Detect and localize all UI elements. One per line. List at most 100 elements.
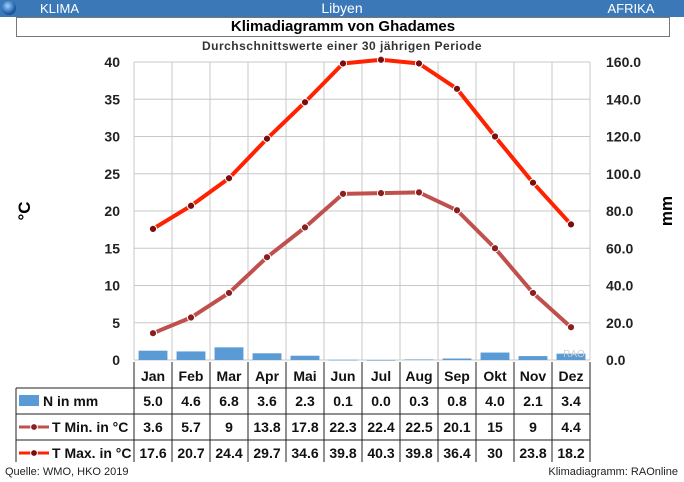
point-tmax-Jun bbox=[338, 59, 348, 68]
legend-key-marker bbox=[30, 449, 38, 457]
table-value: 30 bbox=[487, 445, 503, 461]
month-label-Apr: Apr bbox=[255, 368, 280, 384]
table-value: 22.5 bbox=[405, 419, 432, 435]
legend-entry: T Min. in °C bbox=[52, 419, 128, 435]
month-label-Feb: Feb bbox=[179, 368, 204, 384]
y-tick-left: 15 bbox=[104, 240, 120, 256]
point-tmin-Aug bbox=[414, 188, 424, 197]
bar-precipitation-Jun bbox=[328, 359, 358, 361]
table-value: 23.8 bbox=[519, 445, 546, 461]
y-tick-left: 35 bbox=[104, 91, 120, 107]
table-value: 39.8 bbox=[329, 445, 356, 461]
point-tmin-Okt bbox=[490, 244, 500, 253]
globe-icon bbox=[2, 1, 16, 15]
watermark: RAO bbox=[563, 349, 585, 360]
table-value: 36.4 bbox=[443, 445, 470, 461]
point-tmax-Mar bbox=[224, 174, 234, 183]
table-value: 5.7 bbox=[181, 419, 201, 435]
y-tick-left: 40 bbox=[104, 54, 120, 70]
bar-precipitation-Mar bbox=[214, 347, 244, 360]
table-value: 24.4 bbox=[215, 445, 242, 461]
month-label-Dez: Dez bbox=[559, 368, 584, 384]
table-value: 0.0 bbox=[371, 393, 391, 409]
table-value: 5.0 bbox=[143, 393, 163, 409]
bar-precipitation-Aug bbox=[404, 359, 434, 361]
point-tmin-Dez bbox=[566, 323, 576, 332]
point-tmax-Okt bbox=[490, 132, 500, 141]
point-tmax-Aug bbox=[414, 59, 424, 68]
table-value: 17.6 bbox=[139, 445, 166, 461]
table-value: 3.6 bbox=[257, 393, 277, 409]
chart-title: Klimadiagramm von Ghadames bbox=[16, 17, 670, 37]
chart-subtitle: Durchschnittswerte einer 30 jährigen Per… bbox=[201, 39, 483, 53]
table-value: 15 bbox=[487, 419, 503, 435]
point-tmax-Dez bbox=[566, 220, 576, 229]
y-tick-left: 30 bbox=[104, 129, 120, 145]
table-value: 17.8 bbox=[291, 419, 318, 435]
bar-precipitation-Apr bbox=[252, 353, 282, 360]
table-value: 9 bbox=[529, 419, 537, 435]
point-tmax-Sep bbox=[452, 84, 462, 93]
bar-precipitation-Mai bbox=[290, 355, 320, 360]
month-label-Nov: Nov bbox=[520, 368, 547, 384]
month-label-Jul: Jul bbox=[371, 368, 391, 384]
y-tick-right: 120.0 bbox=[606, 129, 641, 145]
point-tmin-Mai bbox=[300, 223, 310, 232]
table-value: 40.3 bbox=[367, 445, 394, 461]
y-tick-right: 60.0 bbox=[606, 240, 633, 256]
line-tmax bbox=[151, 57, 573, 231]
month-label-Sep: Sep bbox=[444, 368, 470, 384]
point-tmin-Mar bbox=[224, 288, 234, 298]
y-tick-left: 5 bbox=[112, 315, 120, 331]
legend-entry: T Max. in °C bbox=[52, 445, 132, 461]
point-tmin-Jun bbox=[338, 189, 348, 198]
month-label-Jan: Jan bbox=[141, 368, 165, 384]
table-value: 29.7 bbox=[253, 445, 280, 461]
table-value: 6.8 bbox=[219, 393, 239, 409]
table-value: 0.3 bbox=[409, 393, 429, 409]
point-tmin-Sep bbox=[452, 206, 462, 215]
top-bar: KLIMA Libyen AFRIKA bbox=[0, 0, 684, 17]
point-tmax-Jul bbox=[376, 55, 386, 64]
nav-afrika[interactable]: AFRIKA bbox=[586, 1, 676, 16]
y-tick-right: 20.0 bbox=[606, 315, 633, 331]
y-tick-right: 40.0 bbox=[606, 278, 633, 294]
point-tmin-Feb bbox=[186, 313, 196, 322]
table-value: 4.0 bbox=[485, 393, 505, 409]
point-tmin-Nov bbox=[528, 288, 538, 298]
table-value: 39.8 bbox=[405, 445, 432, 461]
point-tmax-Apr bbox=[262, 134, 272, 143]
y-axis-label-left: °C bbox=[15, 201, 34, 220]
y-tick-right: 140.0 bbox=[606, 91, 641, 107]
y-tick-left: 20 bbox=[104, 203, 120, 219]
table-value: 20.7 bbox=[177, 445, 204, 461]
point-tmax-Jan bbox=[148, 224, 158, 233]
bar-precipitation-Sep bbox=[442, 358, 472, 360]
y-tick-right: 160.0 bbox=[606, 54, 641, 70]
y-tick-right: 80.0 bbox=[606, 203, 633, 219]
bar-precipitation-Feb bbox=[176, 351, 206, 360]
point-tmax-Nov bbox=[528, 178, 538, 187]
bar-precipitation-Dez bbox=[556, 353, 586, 360]
bar-precipitation-Nov bbox=[518, 356, 548, 360]
legend-key-marker bbox=[30, 423, 38, 431]
source-note: Quelle: WMO, HKO 2019 bbox=[5, 466, 129, 478]
table-value: 3.4 bbox=[561, 393, 581, 409]
line-tmin bbox=[152, 190, 573, 336]
legend-entry: N in mm bbox=[43, 393, 98, 409]
table-value: 34.6 bbox=[291, 445, 318, 461]
table-value: 22.4 bbox=[367, 419, 394, 435]
month-label-Mai: Mai bbox=[293, 368, 316, 384]
point-tmin-Jul bbox=[376, 189, 386, 198]
y-tick-right: 0.0 bbox=[606, 352, 626, 368]
table-value: 9 bbox=[225, 419, 233, 435]
bar-precipitation-Jan bbox=[138, 350, 168, 360]
table-value: 4.4 bbox=[561, 419, 581, 435]
nav-klima[interactable]: KLIMA bbox=[40, 1, 80, 16]
month-label-Mar: Mar bbox=[217, 368, 242, 384]
climate-chart: 0 5 10 15 20 25 30 35 40 0.0 20.0 40.0 60.0 80.0 100.0… bbox=[15, 54, 676, 462]
y-tick-left: 25 bbox=[104, 166, 120, 182]
point-tmax-Mai bbox=[300, 98, 310, 107]
table-value: 0.1 bbox=[333, 393, 353, 409]
month-label-Jun: Jun bbox=[331, 368, 356, 384]
